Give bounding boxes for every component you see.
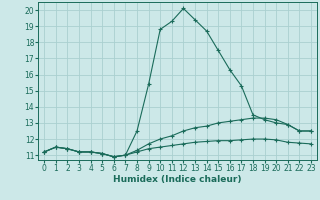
- X-axis label: Humidex (Indice chaleur): Humidex (Indice chaleur): [113, 175, 242, 184]
